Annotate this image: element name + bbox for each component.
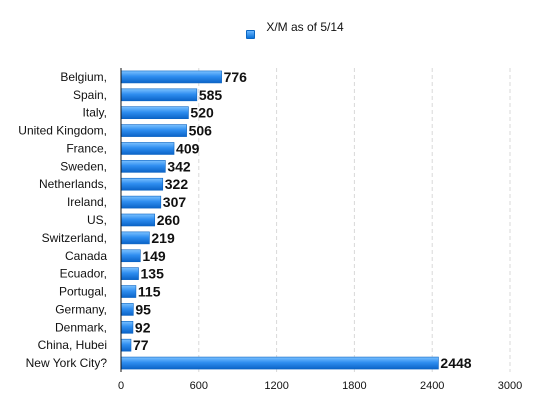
category-label: New York City? [26, 356, 108, 370]
value-label: 260 [157, 212, 181, 228]
value-label: 342 [167, 158, 191, 174]
grid-lines [198, 68, 511, 372]
value-label: 307 [163, 194, 187, 210]
category-label: Denmark, [55, 320, 107, 334]
bar [120, 320, 134, 334]
bar [120, 267, 139, 280]
category-label: Switzerland, [42, 231, 107, 245]
bar [120, 249, 141, 263]
category-label: Portugal, [59, 285, 107, 299]
bar [120, 70, 222, 84]
bar [120, 356, 439, 370]
x-tick-label: 3000 [498, 380, 522, 392]
category-label: Italy, [83, 106, 107, 120]
value-label: 149 [142, 248, 166, 264]
x-tick-label: 0 [118, 380, 124, 392]
x-tick-label: 1800 [342, 380, 366, 392]
value-label: 92 [135, 319, 151, 335]
x-tick-label: 600 [190, 380, 208, 392]
bar [120, 195, 162, 209]
category-label: Belgium, [60, 70, 107, 84]
value-label: 115 [138, 284, 161, 300]
category-label: Sweden, [60, 159, 107, 173]
value-label: 520 [190, 105, 214, 121]
category-labels: Belgium, Spain, Italy, United Kingdom, Franc… [18, 70, 107, 370]
category-label: US, [87, 213, 107, 227]
category-label: Spain, [73, 88, 107, 102]
bars [120, 70, 439, 370]
category-label: Ireland, [67, 195, 107, 209]
value-label: 776 [224, 69, 248, 85]
category-label: Germany, [55, 302, 107, 316]
bar [120, 213, 156, 227]
value-label: 409 [176, 140, 200, 156]
bar [120, 303, 134, 316]
bar [120, 285, 137, 298]
value-label: 95 [135, 301, 151, 317]
bar [120, 142, 175, 155]
bar [120, 106, 189, 120]
x-tick-label: 1200 [264, 380, 288, 392]
bar [120, 160, 166, 173]
value-label: 77 [133, 337, 149, 353]
value-label: 2448 [440, 355, 471, 371]
value-label: 219 [151, 230, 175, 246]
value-label: 135 [141, 266, 165, 282]
category-label: France, [66, 141, 107, 155]
category-label: Netherlands, [39, 177, 107, 191]
bar [120, 124, 187, 137]
value-label: 585 [199, 87, 223, 103]
category-label: United Kingdom, [18, 124, 107, 138]
value-label: 506 [189, 123, 213, 139]
value-labels: 7765855205064093423223072602191491351159… [133, 69, 472, 371]
category-label: Ecuador, [60, 267, 107, 281]
category-label: Canada [65, 249, 107, 263]
bar [120, 177, 164, 191]
bar [120, 338, 132, 352]
legend-series-label: X/M as of 5/14 [266, 20, 344, 34]
legend-swatch [246, 30, 255, 39]
x-axis-ticks: 0 600 1200 1800 2400 3000 [118, 380, 522, 392]
category-label: China, Hubei [38, 338, 107, 352]
value-label: 322 [165, 176, 189, 192]
x-tick-label: 2400 [420, 380, 444, 392]
legend: X/M as of 5/14 [246, 20, 345, 39]
bar [120, 231, 150, 245]
bar [120, 88, 198, 102]
